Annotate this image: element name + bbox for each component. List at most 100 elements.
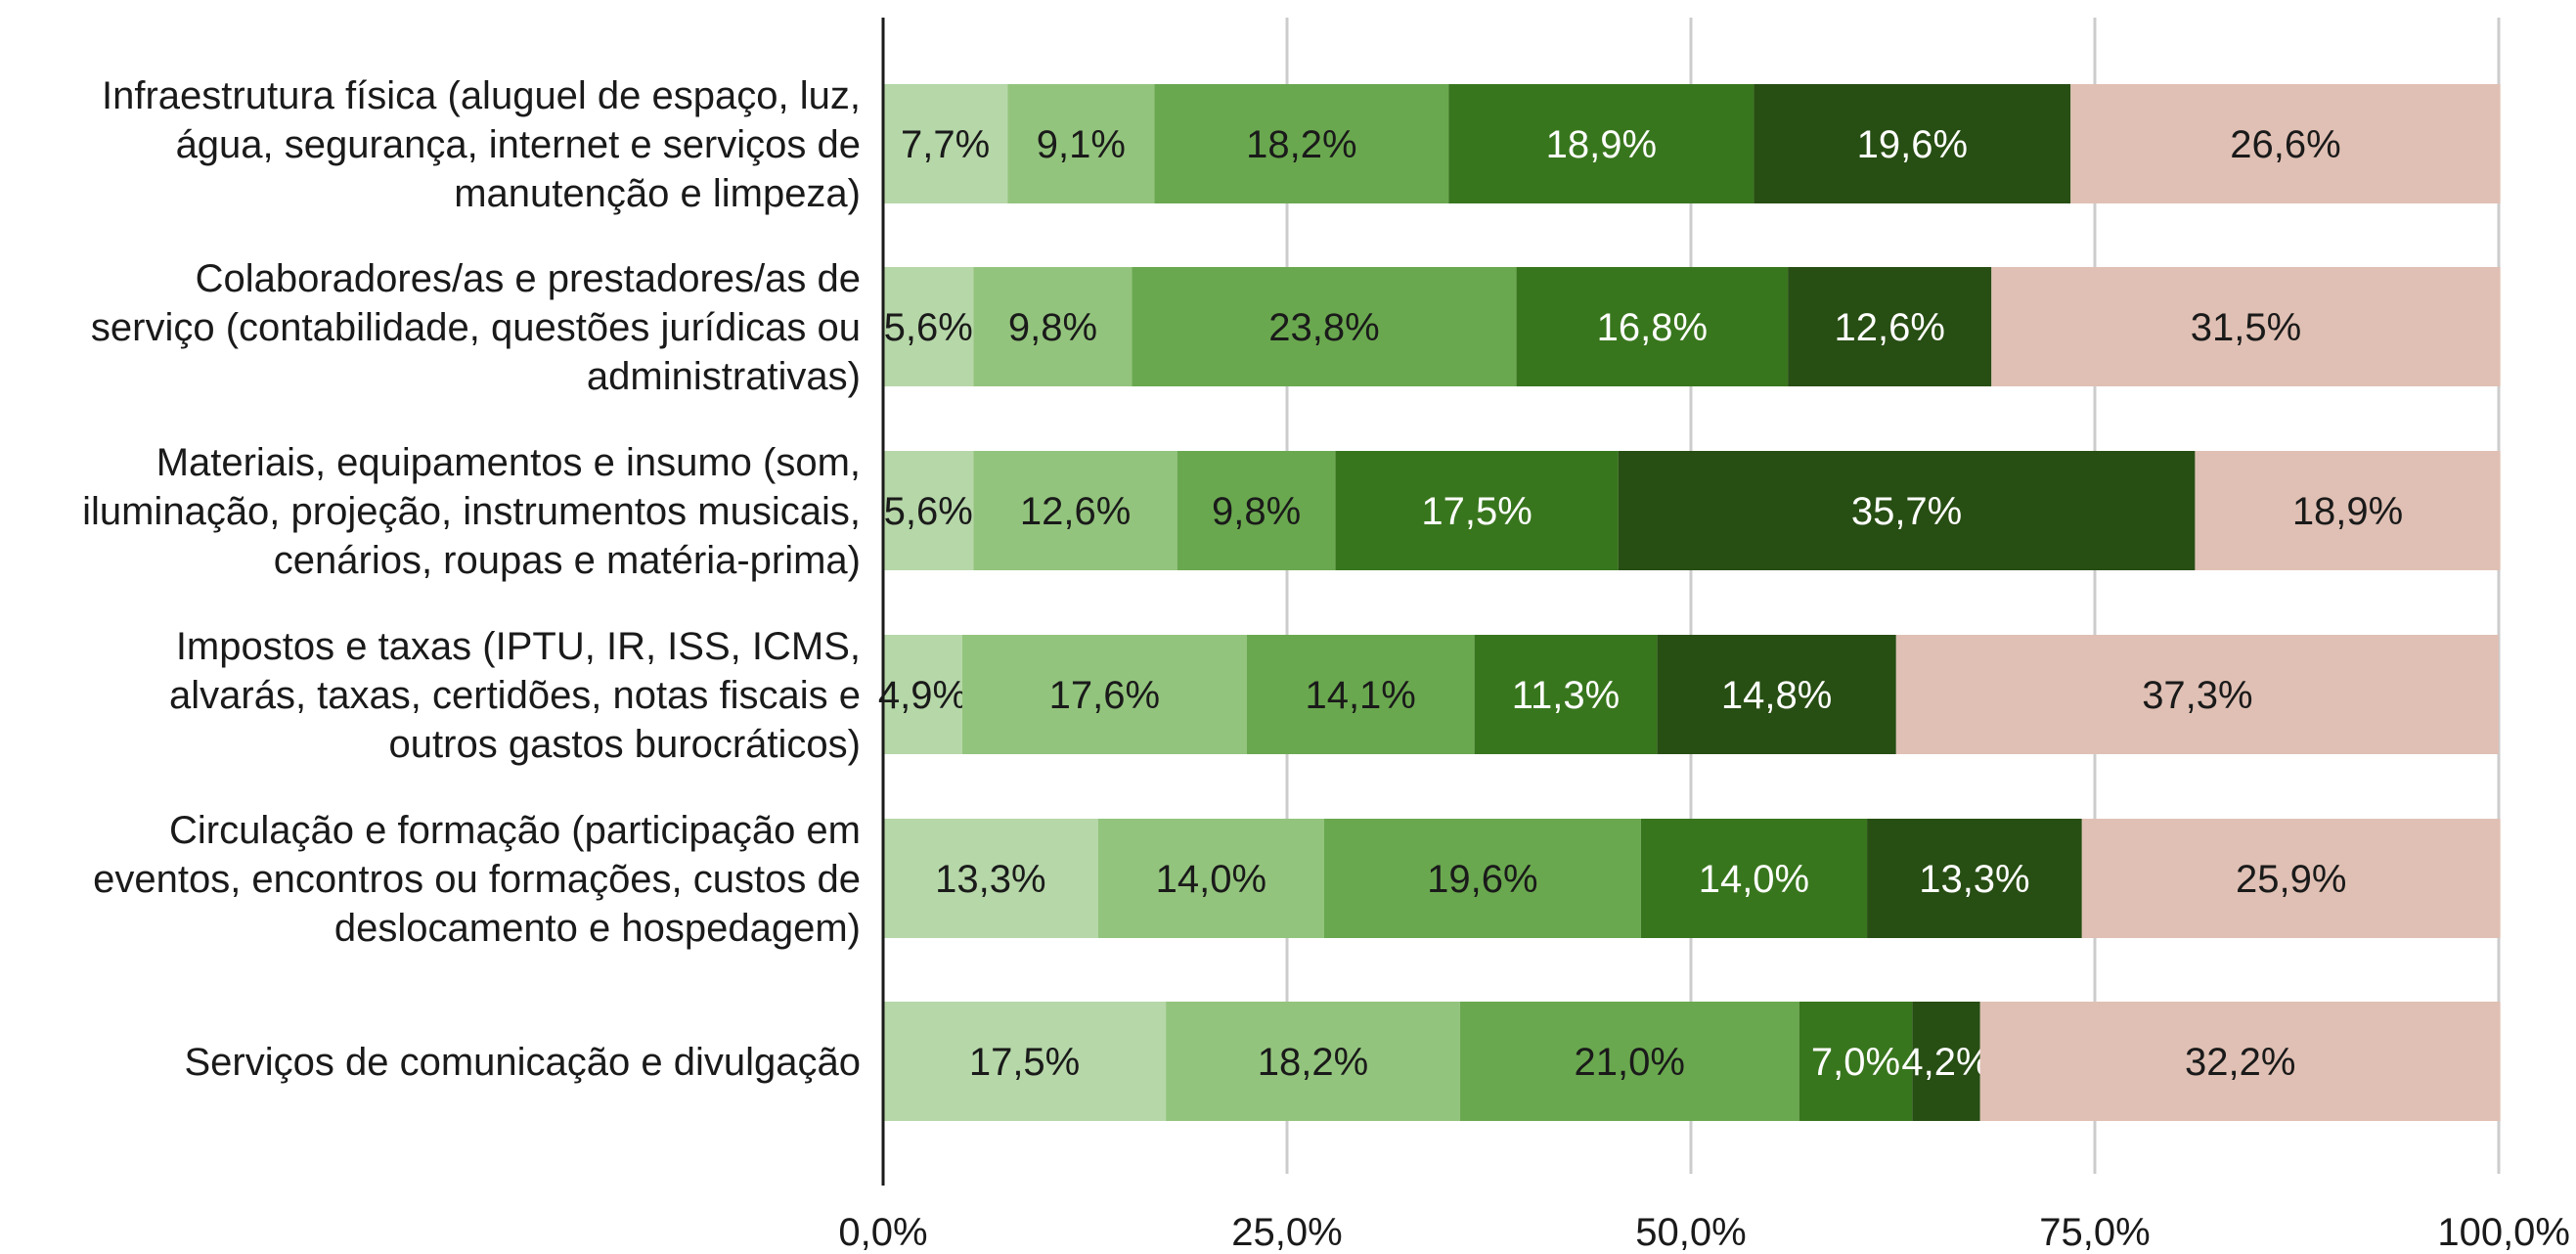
category-label-line: Serviços de comunicação e divulgação — [184, 1041, 861, 1084]
data-label: 18,9% — [2292, 490, 2403, 533]
data-label: 14,0% — [1156, 858, 1266, 901]
data-label: 17,6% — [1049, 674, 1160, 717]
data-label: 4,9% — [878, 674, 967, 717]
data-label: 35,7% — [1851, 490, 1962, 533]
data-label: 13,3% — [1919, 858, 2029, 901]
category-labels: Infraestrutura física (aluguel de espaço… — [82, 74, 861, 1084]
data-label: 26,6% — [2230, 123, 2340, 166]
data-label: 23,8% — [1268, 306, 1379, 349]
category-label-line: cenários, roupas e matéria-prima) — [274, 539, 861, 582]
data-label: 18,2% — [1258, 1041, 1368, 1084]
category-label-line: alvarás, taxas, certidões, notas fiscais… — [169, 674, 861, 717]
bar-segment — [883, 84, 1008, 203]
bar-segment — [1166, 1002, 1460, 1121]
data-label: 13,3% — [935, 858, 1045, 901]
category-label-line: deslocamento e hospedagem) — [334, 907, 861, 950]
category-label: Materiais, equipamentos e insumo (som, il… — [82, 441, 861, 582]
bar-segment — [883, 267, 974, 386]
bar-segment — [883, 1002, 1167, 1121]
data-label: 19,6% — [1857, 123, 1968, 166]
data-label: 16,8% — [1597, 306, 1708, 349]
bar-segment — [1912, 1002, 1980, 1121]
data-label: 17,5% — [969, 1041, 1080, 1084]
x-tick-label: 0,0% — [838, 1211, 927, 1254]
category-label-line: iluminação, projeção, instrumentos music… — [82, 490, 861, 533]
bar-segment — [1516, 267, 1789, 386]
bar-segment — [883, 451, 974, 570]
category-label-line: água, segurança, internet e serviços de — [176, 123, 861, 166]
data-label: 32,2% — [2185, 1041, 2295, 1084]
data-label: 18,9% — [1546, 123, 1657, 166]
bar-segment — [1448, 84, 1754, 203]
bar-segment — [1657, 635, 1896, 754]
category-label-line: eventos, encontros ou formações, custos … — [93, 858, 861, 901]
data-label: 9,8% — [1212, 490, 1301, 533]
bar-segment — [1618, 451, 2196, 570]
data-label: 25,9% — [2236, 858, 2346, 901]
category-label-line: Impostos e taxas (IPTU, IR, ISS, ICMS, — [176, 625, 861, 668]
data-label: 11,3% — [1512, 674, 1620, 717]
bar-segment — [1177, 451, 1336, 570]
bar-segment — [973, 267, 1133, 386]
bar-segment — [1323, 819, 1641, 938]
data-label: 21,0% — [1575, 1041, 1685, 1084]
data-label: 4,2% — [1901, 1041, 1990, 1084]
category-label: Serviços de comunicação e divulgação — [184, 1041, 861, 1084]
tick-labels: 0,0% 25,0% 50,0% 75,0% 100,0% — [838, 1211, 2570, 1254]
x-tick-label: 100,0% — [2437, 1211, 2570, 1254]
bar-segment — [1895, 635, 2499, 754]
bar-segment — [1867, 819, 2082, 938]
bar-segment — [961, 635, 1247, 754]
category-label-line: serviço (contabilidade, questões jurídic… — [91, 306, 861, 349]
data-label: 7,0% — [1811, 1041, 1900, 1084]
data-label: 12,6% — [1020, 490, 1131, 533]
bar-segment — [1640, 819, 1868, 938]
bar-segment — [2070, 84, 2501, 203]
x-tick-label: 50,0% — [1635, 1211, 1746, 1254]
x-tick-label: 25,0% — [1231, 1211, 1342, 1254]
bars: 7,7% 9,1% 18,2% 18,9% 19,6% 26,6% 5,6% 9,8% 23,8… — [878, 84, 2501, 1121]
bar-segment — [1799, 1002, 1913, 1121]
bar-segment — [883, 635, 962, 754]
category-label-line: Colaboradores/as e prestadores/as de — [196, 257, 861, 300]
category-label-line: administrativas) — [587, 355, 861, 398]
category-label: Infraestrutura física (aluguel de espaço… — [102, 74, 861, 215]
category-label: Circulação e formação (participação em ev… — [93, 809, 861, 950]
data-label: 19,6% — [1427, 858, 1537, 901]
data-label: 7,7% — [901, 123, 990, 166]
data-label: 9,1% — [1037, 123, 1126, 166]
category-label: Impostos e taxas (IPTU, IR, ISS, ICMS, al… — [169, 625, 861, 766]
category-label-line: Infraestrutura física (aluguel de espaço… — [102, 74, 861, 117]
category-label: Colaboradores/as e prestadores/as de serv… — [91, 257, 861, 398]
bar-segment — [1335, 451, 1619, 570]
grid-lines — [1285, 18, 2501, 1174]
bar-segment — [2195, 451, 2501, 570]
data-label: 5,6% — [884, 306, 973, 349]
category-label-line: manutenção e limpeza) — [454, 172, 861, 215]
data-label: 37,3% — [2142, 674, 2252, 717]
bar-segment — [1007, 84, 1155, 203]
data-label: 18,2% — [1246, 123, 1356, 166]
data-label: 5,6% — [884, 490, 973, 533]
data-label: 12,6% — [1834, 306, 1944, 349]
bar-segment — [1097, 819, 1324, 938]
data-label: 17,5% — [1421, 490, 1532, 533]
bar-segment — [1474, 635, 1658, 754]
bar-segment — [1788, 267, 1992, 386]
bar-segment — [1132, 267, 1517, 386]
data-label: 9,8% — [1008, 306, 1097, 349]
bar-segment — [883, 819, 1098, 938]
data-label: 14,1% — [1305, 674, 1415, 717]
category-label-line: Circulação e formação (participação em — [169, 809, 861, 852]
bar-segment — [1154, 84, 1449, 203]
category-label-line: outros gastos burocráticos) — [389, 723, 861, 766]
data-label: 14,0% — [1699, 858, 1809, 901]
data-label: 14,8% — [1721, 674, 1832, 717]
bar-segment — [1991, 267, 2501, 386]
bar-segment — [2081, 819, 2501, 938]
bar-segment — [1979, 1002, 2501, 1121]
category-label-line: Materiais, equipamentos e insumo (som, — [156, 441, 861, 484]
bar-segment — [1754, 84, 2071, 203]
x-tick-label: 75,0% — [2039, 1211, 2150, 1254]
